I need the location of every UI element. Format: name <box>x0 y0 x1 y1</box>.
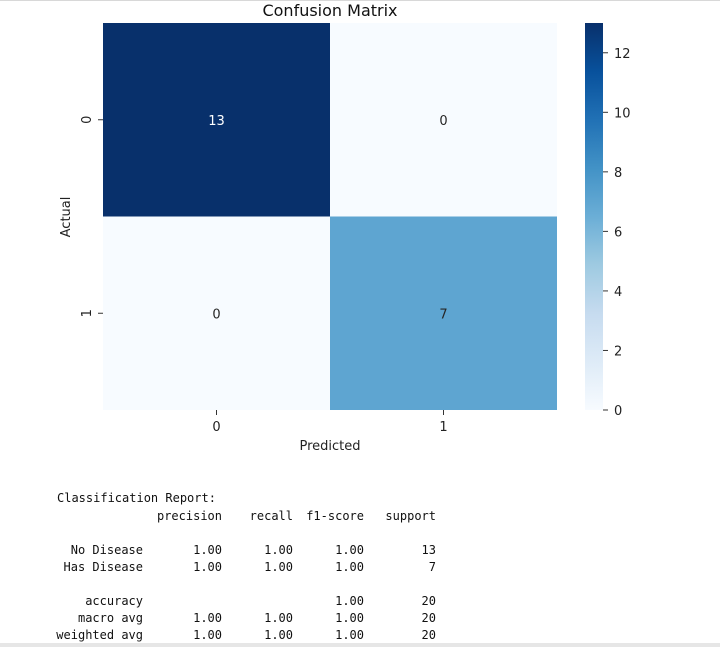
colorbar-ticks: 0 2 4 6 8 10 12 <box>603 47 631 419</box>
report-title: Classification Report: <box>57 491 216 505</box>
cell-value-label: 13 <box>208 114 225 129</box>
report-column-header: recall <box>249 509 293 523</box>
report-row-label: No Disease <box>70 543 143 557</box>
report-cell: 7 <box>428 560 436 574</box>
cell-value-label: 7 <box>439 307 447 322</box>
chart-title: Confusion Matrix <box>262 1 397 20</box>
x-axis-label: Predicted <box>299 439 360 454</box>
heatmap-cell <box>330 216 557 410</box>
colorbar-tick-label: 8 <box>614 166 622 181</box>
report-column-header: precision <box>156 509 222 523</box>
y-tick-label: 1 <box>80 309 95 317</box>
report-cell: 1.00 <box>335 594 364 608</box>
report-cell: 1.00 <box>335 628 364 642</box>
report-cell: 1.00 <box>264 611 293 625</box>
report-column-header: support <box>385 509 436 523</box>
report-cell: 20 <box>421 628 436 642</box>
y-tick-label: 0 <box>80 116 95 124</box>
report-cell: 1.00 <box>193 560 222 574</box>
x-tick-label: 0 <box>212 420 220 435</box>
report-row-label: weighted avg <box>56 628 143 642</box>
heatmap-cell <box>103 216 330 410</box>
report-cell: 1.00 <box>335 611 364 625</box>
report-cell: 1.00 <box>193 611 222 625</box>
report-cell: 1.00 <box>264 628 293 642</box>
heatmap-cell <box>103 23 330 217</box>
report-row-label: accuracy <box>85 594 143 608</box>
report-row-label: Has Disease <box>63 560 143 574</box>
colorbar-tick-label: 2 <box>614 344 622 359</box>
report-cell: 1.00 <box>193 543 222 557</box>
report-column-header: f1-score <box>306 509 364 523</box>
report-cell: 1.00 <box>264 560 293 574</box>
colorbar-tick-label: 10 <box>614 106 631 121</box>
cell-value-label: 0 <box>212 307 220 322</box>
report-cell: 1.00 <box>264 543 293 557</box>
cell-value-label: 0 <box>439 114 447 129</box>
report-cell: 20 <box>421 611 436 625</box>
colorbar <box>585 23 603 410</box>
report-cell: 20 <box>421 594 436 608</box>
y-axis-label: Actual <box>59 197 74 238</box>
top-divider <box>0 0 720 1</box>
x-tick-label: 1 <box>439 420 447 435</box>
colorbar-tick-label: 4 <box>614 285 622 300</box>
report-row-label: macro avg <box>77 611 143 625</box>
report-cell: 1.00 <box>335 560 364 574</box>
report-cell: 1.00 <box>335 543 364 557</box>
heatmap-cell <box>330 23 557 217</box>
colorbar-tick-label: 6 <box>614 225 622 240</box>
y-axis-ticks: 01 <box>80 116 103 317</box>
colorbar-tick-label: 12 <box>614 47 631 62</box>
heatmap-cells: 13 0 0 7 <box>103 23 557 410</box>
colorbar-tick-label: 0 <box>614 404 622 419</box>
report-cell: 1.00 <box>193 628 222 642</box>
bottom-edge <box>0 643 720 647</box>
report-cell: 13 <box>421 543 436 557</box>
